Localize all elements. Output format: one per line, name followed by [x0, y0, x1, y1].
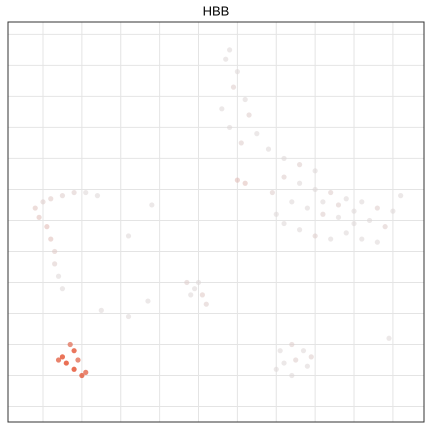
point: [359, 199, 365, 205]
point: [289, 199, 295, 205]
point: [192, 286, 198, 292]
point: [296, 227, 303, 233]
point: [312, 233, 318, 239]
point: [44, 224, 50, 230]
point: [374, 205, 380, 211]
point: [55, 273, 62, 279]
point: [366, 217, 373, 224]
point: [67, 341, 73, 348]
point: [71, 189, 77, 196]
point: [219, 106, 225, 112]
point: [184, 279, 190, 286]
point: [230, 84, 237, 90]
panel: [8, 22, 424, 422]
point: [289, 341, 295, 348]
point: [40, 199, 46, 205]
point: [312, 186, 318, 193]
point: [71, 348, 77, 354]
point: [386, 335, 392, 341]
point: [238, 140, 244, 146]
point: [351, 208, 357, 214]
point: [304, 205, 310, 211]
point: [227, 124, 233, 131]
point: [335, 214, 342, 220]
point: [343, 196, 349, 202]
point: [242, 96, 248, 103]
point: [32, 205, 38, 211]
point: [296, 180, 303, 186]
point: [79, 372, 85, 379]
point: [281, 220, 287, 227]
point: [94, 193, 101, 199]
point: [265, 146, 272, 152]
point: [390, 208, 396, 214]
point: [48, 236, 54, 242]
point: [254, 131, 260, 137]
point: [304, 363, 310, 369]
point: [281, 360, 287, 366]
point: [188, 292, 194, 298]
chart-title: HBB: [203, 3, 230, 18]
point: [125, 233, 132, 239]
point: [296, 162, 303, 168]
point: [398, 193, 404, 199]
point: [312, 168, 318, 174]
point: [59, 193, 66, 199]
point: [83, 369, 89, 375]
point: [48, 196, 54, 202]
point: [199, 292, 205, 298]
point: [71, 366, 77, 372]
point: [145, 298, 151, 304]
point: [293, 357, 299, 363]
point: [55, 357, 62, 363]
point: [83, 189, 89, 196]
point: [281, 155, 287, 162]
point: [382, 224, 388, 230]
point: [98, 307, 104, 313]
point: [234, 177, 240, 183]
point: [320, 199, 326, 205]
point: [351, 220, 357, 227]
point: [308, 354, 314, 360]
point: [63, 360, 69, 366]
point: [203, 301, 209, 307]
point: [281, 174, 287, 180]
point: [320, 211, 326, 217]
point: [36, 214, 42, 220]
point: [328, 236, 334, 242]
point: [335, 202, 342, 208]
point: [59, 286, 66, 292]
point: [289, 372, 295, 379]
point: [52, 261, 58, 267]
point: [149, 202, 155, 208]
point: [234, 69, 240, 75]
point: [273, 366, 279, 372]
point: [343, 230, 349, 236]
point: [242, 180, 248, 186]
point: [300, 348, 307, 354]
point: [277, 348, 283, 354]
point: [59, 354, 66, 360]
point: [227, 47, 233, 53]
point: [273, 211, 279, 217]
point: [359, 236, 365, 242]
point: [328, 189, 334, 196]
point: [269, 189, 275, 196]
panel-border: [7, 21, 425, 423]
point: [125, 313, 132, 320]
point: [374, 239, 380, 245]
point: [52, 248, 58, 255]
point: [223, 56, 229, 62]
point: [75, 357, 81, 363]
point: [246, 112, 252, 118]
point: [195, 279, 202, 286]
